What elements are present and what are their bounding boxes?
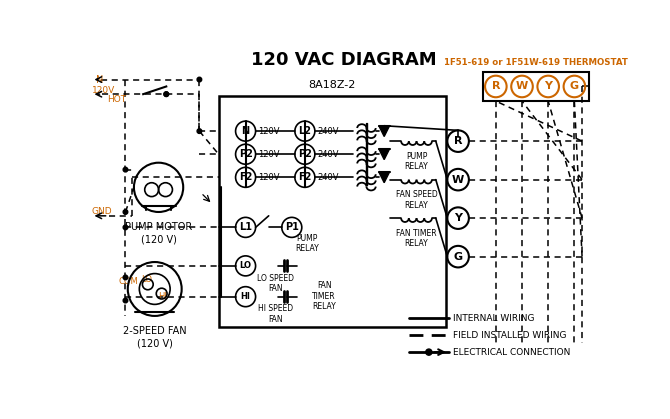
Text: W: W bbox=[452, 175, 464, 185]
Circle shape bbox=[123, 225, 128, 230]
Circle shape bbox=[197, 77, 202, 82]
Text: PUMP MOTOR
(120 V): PUMP MOTOR (120 V) bbox=[125, 222, 192, 244]
Circle shape bbox=[123, 210, 128, 214]
Circle shape bbox=[197, 129, 202, 133]
Bar bbox=[218, 96, 446, 328]
Text: FAN SPEED
RELAY: FAN SPEED RELAY bbox=[396, 190, 438, 210]
Text: LO SPEED
FAN: LO SPEED FAN bbox=[257, 274, 293, 293]
Text: Y: Y bbox=[544, 81, 552, 91]
Polygon shape bbox=[379, 149, 389, 160]
Text: 8A18Z-2: 8A18Z-2 bbox=[308, 80, 356, 91]
Text: HI: HI bbox=[158, 292, 167, 301]
Text: FAN
TIMER
RELAY: FAN TIMER RELAY bbox=[312, 281, 336, 311]
Polygon shape bbox=[379, 172, 389, 183]
Circle shape bbox=[425, 349, 432, 355]
Circle shape bbox=[123, 167, 128, 172]
Circle shape bbox=[164, 92, 169, 96]
Text: 240V: 240V bbox=[317, 150, 339, 159]
Text: 120V: 120V bbox=[258, 150, 279, 159]
Text: 120V: 120V bbox=[258, 173, 279, 182]
Text: GND: GND bbox=[92, 207, 112, 217]
Text: P2: P2 bbox=[298, 149, 312, 159]
Text: L1: L1 bbox=[239, 222, 252, 233]
Text: 1F51-619 or 1F51W-619 THERMOSTAT: 1F51-619 or 1F51W-619 THERMOSTAT bbox=[444, 58, 628, 67]
Text: G: G bbox=[454, 252, 463, 261]
Text: P1: P1 bbox=[285, 222, 299, 233]
Text: R: R bbox=[454, 136, 462, 146]
Text: LO: LO bbox=[141, 275, 153, 284]
Text: ELECTRICAL CONNECTION: ELECTRICAL CONNECTION bbox=[454, 348, 571, 357]
Text: 120 VAC DIAGRAM: 120 VAC DIAGRAM bbox=[251, 51, 436, 69]
Text: R: R bbox=[492, 81, 500, 91]
Bar bbox=[483, 72, 589, 101]
Text: PUMP
RELAY: PUMP RELAY bbox=[405, 152, 428, 171]
Text: 120V: 120V bbox=[258, 127, 279, 136]
Text: INTERNAL WIRING: INTERNAL WIRING bbox=[454, 314, 535, 323]
Text: HI SPEED
FAN: HI SPEED FAN bbox=[258, 304, 293, 324]
Text: FAN TIMER
RELAY: FAN TIMER RELAY bbox=[396, 229, 437, 248]
Polygon shape bbox=[379, 126, 389, 137]
Text: P2: P2 bbox=[239, 149, 253, 159]
Text: Y: Y bbox=[454, 213, 462, 223]
Text: F2: F2 bbox=[239, 172, 253, 182]
Text: HI: HI bbox=[241, 292, 251, 301]
Text: N: N bbox=[241, 126, 250, 136]
Text: F2: F2 bbox=[298, 172, 312, 182]
Text: 120V: 120V bbox=[92, 86, 115, 95]
Circle shape bbox=[123, 275, 128, 280]
Text: 240V: 240V bbox=[317, 173, 339, 182]
Circle shape bbox=[123, 298, 128, 303]
Text: W: W bbox=[516, 81, 528, 91]
Text: COM: COM bbox=[118, 277, 138, 286]
Circle shape bbox=[164, 92, 169, 96]
Text: G: G bbox=[570, 81, 579, 91]
Text: LO: LO bbox=[240, 261, 252, 270]
Text: FIELD INSTALLED WIRING: FIELD INSTALLED WIRING bbox=[454, 331, 567, 340]
Text: 240V: 240V bbox=[317, 127, 339, 136]
Text: 2-SPEED FAN
(120 V): 2-SPEED FAN (120 V) bbox=[123, 326, 186, 348]
Text: N: N bbox=[96, 75, 103, 85]
Text: L2: L2 bbox=[298, 126, 312, 136]
Text: PUMP
RELAY: PUMP RELAY bbox=[295, 233, 319, 253]
Text: HOT: HOT bbox=[107, 95, 126, 104]
